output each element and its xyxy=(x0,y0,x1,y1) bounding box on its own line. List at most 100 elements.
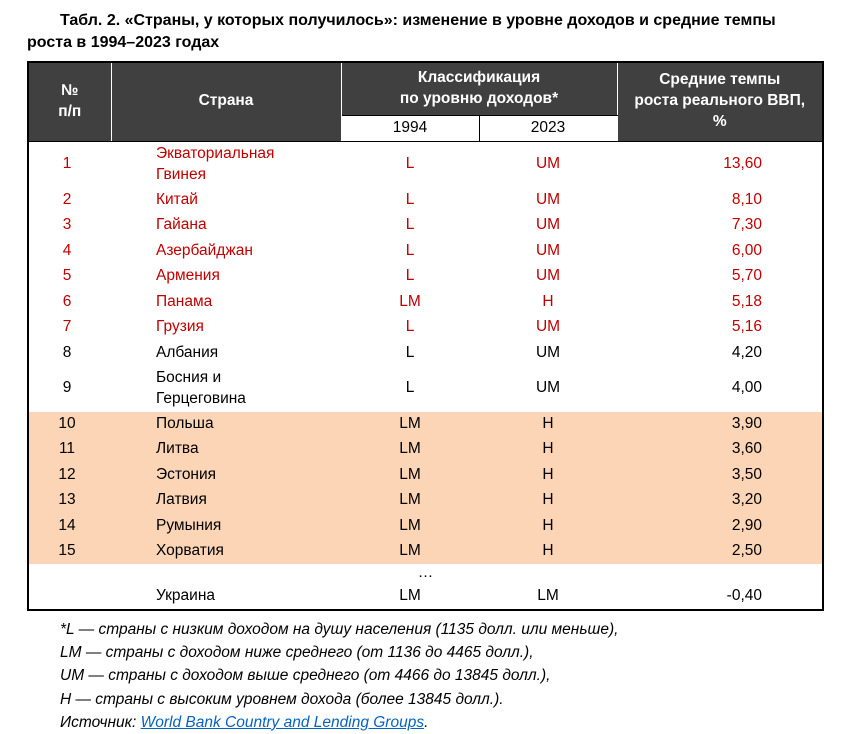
source-link[interactable]: World Bank Country and Lending Groups xyxy=(140,713,425,731)
class-2023-cell: H xyxy=(479,538,617,565)
growth-cell: 6,00 xyxy=(617,238,823,264)
class-2023-cell: UM xyxy=(479,314,617,341)
num-cell: 10 xyxy=(28,411,111,437)
class-2023-cell: H xyxy=(479,436,617,463)
growth-cell: 4,20 xyxy=(617,340,823,366)
table-row: 12 Эстония LM H 3,50 xyxy=(28,462,823,488)
country-cell: Китай xyxy=(111,187,341,213)
table-row: 4 Азербайджан L UM 6,00 xyxy=(28,238,823,264)
table-row: 11 Литва LM H 3,60 xyxy=(28,436,823,463)
class-1994-cell: LM xyxy=(341,411,479,437)
table-row: 7 Грузия L UM 5,16 xyxy=(28,314,823,341)
ellipsis-cell: … xyxy=(28,564,823,584)
header-country: Страна xyxy=(110,61,342,142)
source-suffix: . xyxy=(424,713,429,731)
growth-cell: 5,18 xyxy=(617,289,823,315)
footnote-lower-middle-income: LM — страны с доходом ниже среднего (от … xyxy=(60,644,534,661)
num-cell: 9 xyxy=(28,365,111,412)
num-cell: 7 xyxy=(28,314,111,341)
footnote-upper-middle-income: UM — страны с доходом выше среднего (от … xyxy=(60,667,551,685)
class-2023-cell: UM xyxy=(479,263,617,290)
class-2023-cell: H xyxy=(479,487,617,514)
num-cell: 15 xyxy=(28,538,111,565)
num-cell: 6 xyxy=(28,289,111,315)
table-row: 6 Панама LM H 5,18 xyxy=(28,289,823,315)
country-cell: Украина xyxy=(111,583,341,610)
table-row: 9 Босния и Герцеговина L UM 4,00 xyxy=(28,365,823,412)
table-caption: Табл. 2. «Страны, у которых получилось»:… xyxy=(27,12,776,52)
class-2023-cell: H xyxy=(479,411,617,437)
class-1994-cell: L xyxy=(341,365,479,412)
footnote-low-income: *L — страны с низким доходом на душу нас… xyxy=(60,620,619,638)
table-row: 14 Румыния LM H 2,90 xyxy=(28,513,823,539)
class-2023-cell: UM xyxy=(479,340,617,366)
class-2023-cell: UM xyxy=(479,238,617,264)
growth-cell: 3,20 xyxy=(617,487,823,514)
country-cell: Румыния xyxy=(111,513,341,539)
table-row: 5 Армения L UM 5,70 xyxy=(28,263,823,290)
growth-cell: 5,16 xyxy=(617,314,823,341)
growth-cell: 5,70 xyxy=(617,263,823,290)
growth-cell: 3,60 xyxy=(617,436,823,463)
country-cell: Латвия xyxy=(111,487,341,514)
header-year-2023: 2023 xyxy=(478,114,618,142)
table-row: Украина LM LM -0,40 xyxy=(28,583,823,610)
class-2023-cell: UM xyxy=(479,141,617,188)
country-cell: Грузия xyxy=(111,314,341,341)
table-row: 10 Польша LM H 3,90 xyxy=(28,411,823,437)
table-header: № п/п Страна Классификация по уровню дох… xyxy=(27,61,824,142)
header-growth: Средние темпы роста реального ВВП, % xyxy=(616,61,824,142)
num-cell xyxy=(28,583,111,610)
country-cell: Гайана xyxy=(111,212,341,239)
class-1994-cell: LM xyxy=(341,289,479,315)
table-body: 1 Экваториальная Гвинея L UM 13,60 2 Китай L UM 8… xyxy=(28,141,823,610)
table-row: 8 Албания L UM 4,20 xyxy=(28,340,823,366)
growth-cell: 3,50 xyxy=(617,462,823,488)
class-2023-cell: H xyxy=(479,513,617,539)
num-cell: 12 xyxy=(28,462,111,488)
income-classification-table: № п/п Страна Классификация по уровню дох… xyxy=(27,60,824,611)
growth-cell: 3,90 xyxy=(617,411,823,437)
table-row: 15 Хорватия LM H 2,50 xyxy=(28,538,823,565)
num-cell: 4 xyxy=(28,238,111,264)
class-1994-cell: LM xyxy=(341,487,479,514)
num-cell: 5 xyxy=(28,263,111,290)
country-cell: Литва xyxy=(111,436,341,463)
class-2023-cell: H xyxy=(479,289,617,315)
country-cell: Албания xyxy=(111,340,341,366)
class-2023-cell: UM xyxy=(479,187,617,213)
ellipsis-row: … xyxy=(28,564,823,584)
country-cell: Панама xyxy=(111,289,341,315)
country-cell: Эстония xyxy=(111,462,341,488)
growth-cell: 8,10 xyxy=(617,187,823,213)
country-cell: Босния и Герцеговина xyxy=(111,365,341,412)
class-1994-cell: LM xyxy=(341,513,479,539)
class-2023-cell: UM xyxy=(479,365,617,412)
table-row: 2 Китай L UM 8,10 xyxy=(28,187,823,213)
class-1994-cell: LM xyxy=(341,436,479,463)
header-year-1994: 1994 xyxy=(340,114,480,142)
footnote-high-income: H — страны с высоким уровнем дохода (бол… xyxy=(60,690,504,708)
footnotes: *L — страны с низким доходом на душу нас… xyxy=(60,618,822,734)
class-1994-cell: L xyxy=(341,141,479,188)
header-classification: Классификация по уровню доходов* xyxy=(340,61,618,116)
num-cell: 11 xyxy=(28,436,111,463)
growth-cell: 13,60 xyxy=(617,141,823,188)
country-cell: Польша xyxy=(111,411,341,437)
class-1994-cell: L xyxy=(341,263,479,290)
country-cell: Экваториальная Гвинея xyxy=(111,141,341,188)
class-1994-cell: LM xyxy=(341,538,479,565)
class-1994-cell: LM xyxy=(341,583,479,610)
growth-cell: 7,30 xyxy=(617,212,823,239)
growth-cell: 2,50 xyxy=(617,538,823,565)
growth-cell: 2,90 xyxy=(617,513,823,539)
class-1994-cell: L xyxy=(341,212,479,239)
class-1994-cell: L xyxy=(341,187,479,213)
header-num: № п/п xyxy=(27,61,112,142)
table-row: 1 Экваториальная Гвинея L UM 13,60 xyxy=(28,141,823,188)
class-1994-cell: L xyxy=(341,340,479,366)
class-1994-cell: L xyxy=(341,314,479,341)
class-1994-cell: L xyxy=(341,238,479,264)
num-cell: 13 xyxy=(28,487,111,514)
